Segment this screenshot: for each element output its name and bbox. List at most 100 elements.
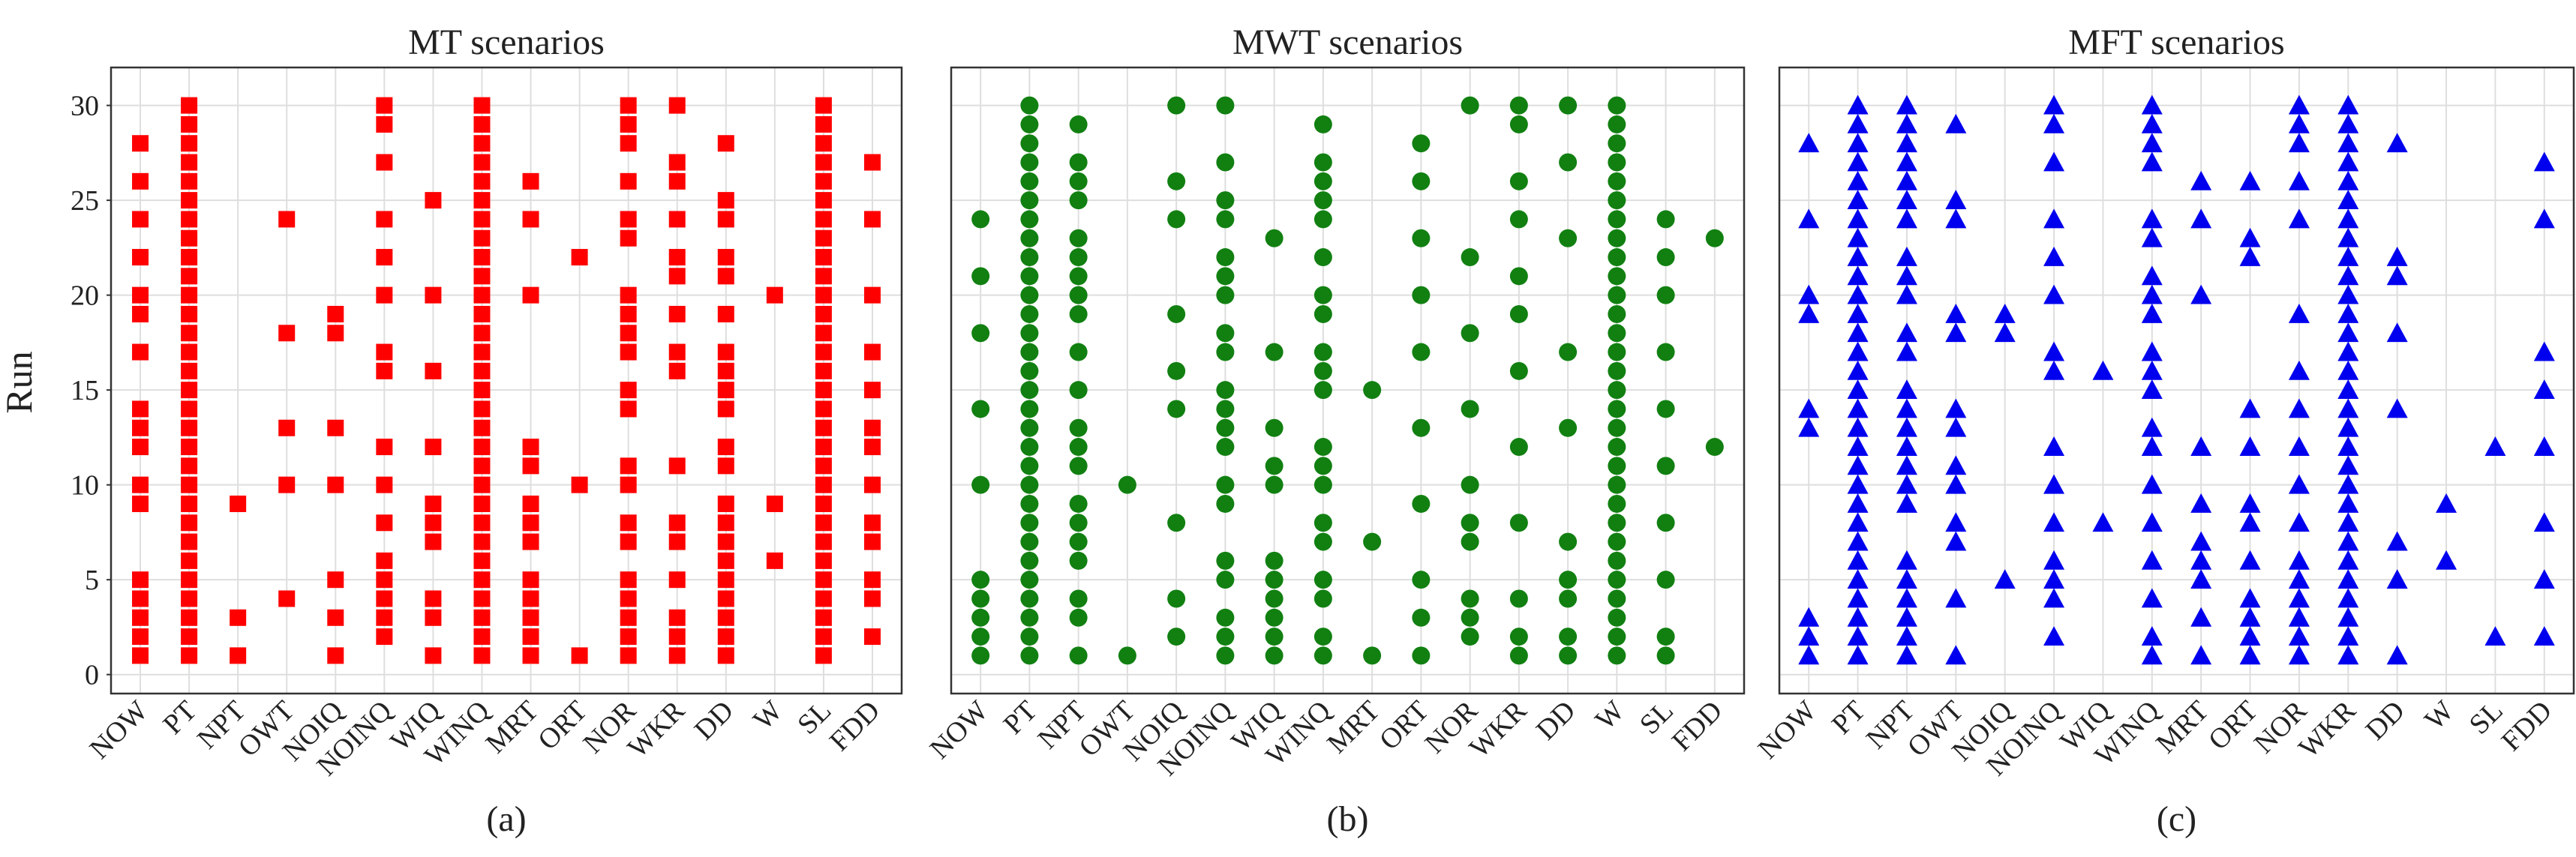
data-point-owt-run-13: [1945, 417, 1967, 437]
data-point-owt-run-29: [1945, 113, 1967, 133]
data-point-wkr-run-2: [2337, 626, 2359, 646]
data-point-fdd-run-2: [2533, 626, 2555, 646]
data-point-npt-run-27: [1896, 151, 1917, 172]
data-point-nor-run-3: [2288, 607, 2310, 627]
data-point-npt-run-8: [1069, 514, 1088, 532]
data-point-dd-run-18: [2386, 322, 2408, 343]
data-point-npt-run-25: [1069, 191, 1088, 210]
data-point-noinq-run-17: [1216, 343, 1235, 361]
data-point-wkr-run-11: [2337, 455, 2359, 475]
data-point-sl-run-27: [815, 154, 832, 171]
data-point-ort-run-28: [1412, 134, 1431, 153]
data-point-noinq-run-12: [376, 439, 393, 456]
data-point-now-run-5: [132, 571, 149, 589]
data-point-wiq-run-8: [2092, 512, 2114, 532]
data-point-noinq-run-4: [2043, 588, 2065, 608]
data-point-pt-run-26: [181, 172, 198, 190]
data-point-noiq-run-1: [327, 647, 344, 664]
data-point-noinq-run-1: [1216, 646, 1235, 665]
data-point-winq-run-22: [473, 249, 491, 266]
data-point-sl-run-5: [1656, 571, 1675, 589]
x-tick-label: W: [2418, 695, 2460, 736]
x-tick-label: ORT: [1374, 695, 1435, 757]
data-point-npt-run-14: [1896, 398, 1917, 418]
data-point-ort-run-23: [1412, 229, 1431, 247]
data-point-nor-run-30: [2288, 94, 2310, 115]
data-point-dd-run-28: [717, 135, 734, 152]
data-point-w-run-14: [1608, 400, 1626, 418]
data-point-noinq-run-18: [1216, 324, 1235, 343]
data-point-noiq-run-13: [327, 419, 344, 436]
data-point-winq-run-17: [2141, 341, 2163, 361]
data-point-nor-run-14: [620, 400, 637, 418]
data-point-pt-run-28: [1847, 133, 1869, 153]
data-point-w-run-2: [1608, 628, 1626, 646]
data-point-dd-run-15: [717, 382, 734, 399]
data-point-ort-run-1: [1412, 646, 1431, 665]
data-point-dd-run-5: [1559, 571, 1578, 589]
data-point-owt-run-4: [1945, 588, 1967, 608]
data-point-owt-run-19: [1945, 303, 1967, 323]
data-point-nor-run-28: [2288, 133, 2310, 153]
data-point-noinq-run-13: [1216, 418, 1235, 437]
data-point-pt-run-11: [1020, 457, 1039, 475]
data-point-noiq-run-8: [1167, 514, 1186, 532]
data-point-winq-run-26: [1314, 172, 1332, 190]
y-tick-labels: 0 5 10 15 20 25 30: [71, 91, 111, 691]
data-point-wkr-run-7: [2337, 531, 2359, 551]
data-point-noinq-run-22: [1216, 248, 1235, 267]
data-point-winq-run-8: [1314, 514, 1332, 532]
data-point-w-run-27: [1608, 153, 1626, 172]
data-point-nor-run-20: [620, 286, 637, 304]
data-point-wiq-run-3: [425, 609, 442, 626]
data-point-mrt-run-5: [522, 571, 539, 589]
data-point-w-run-30: [1608, 96, 1626, 115]
data-point-fdd-run-8: [2533, 512, 2555, 532]
data-point-npt-run-21: [1069, 267, 1088, 286]
data-point-wiq-run-16: [2092, 360, 2114, 380]
data-point-winq-run-29: [473, 115, 491, 133]
data-point-winq-run-29: [1314, 115, 1332, 133]
data-point-noiq-run-24: [1167, 210, 1186, 229]
data-point-wkr-run-10: [2337, 474, 2359, 494]
data-point-pt-run-5: [1847, 569, 1869, 589]
data-point-winq-run-28: [2141, 133, 2163, 153]
data-point-wkr-run-3: [2337, 607, 2359, 627]
data-point-fdd-run-15: [863, 382, 881, 399]
panel-mwt-scenarios: MWT scenarios (b) NOW PTNPTOWTNOIQNOINQWI…: [924, 22, 1746, 839]
data-point-sl-run-26: [815, 172, 832, 190]
data-point-wkr-run-26: [668, 172, 686, 190]
data-point-noinq-run-20: [376, 286, 393, 304]
data-point-wkr-run-30: [1509, 96, 1528, 115]
plot-frame: [110, 66, 903, 695]
data-point-sl-run-1: [1656, 646, 1675, 665]
data-point-noinq-run-5: [376, 571, 393, 589]
data-point-pt-run-22: [1847, 247, 1869, 266]
data-point-ort-run-10: [571, 476, 588, 493]
data-point-winq-run-1: [1314, 646, 1332, 665]
data-point-noinq-run-24: [2043, 208, 2065, 229]
data-point-fdd-run-15: [2533, 379, 2555, 400]
data-point-pt-run-23: [181, 229, 198, 247]
data-point-mrt-run-26: [522, 172, 539, 190]
data-point-winq-run-7: [1314, 532, 1332, 551]
data-point-w-run-20: [766, 286, 783, 304]
data-point-pt-run-17: [181, 343, 198, 361]
data-point-mrt-run-5: [2190, 569, 2212, 589]
data-point-pt-run-3: [181, 609, 198, 626]
data-point-pt-run-7: [181, 533, 198, 550]
data-point-pt-run-8: [181, 514, 198, 532]
data-point-pt-run-8: [1020, 514, 1039, 532]
data-point-wkr-run-26: [1509, 172, 1528, 190]
data-point-mrt-run-24: [2190, 208, 2212, 229]
data-point-npt-run-19: [1069, 304, 1088, 323]
data-point-sl-run-8: [815, 514, 832, 532]
data-point-now-run-19: [132, 305, 149, 322]
data-point-pt-run-20: [181, 286, 198, 304]
data-point-npt-run-12: [1896, 436, 1917, 456]
y-tick-label: 30: [71, 91, 99, 122]
data-point-fdd-run-17: [863, 343, 881, 361]
data-point-owt-run-8: [1945, 512, 1967, 532]
data-point-now-run-21: [971, 267, 990, 286]
data-point-pt-run-12: [181, 439, 198, 456]
